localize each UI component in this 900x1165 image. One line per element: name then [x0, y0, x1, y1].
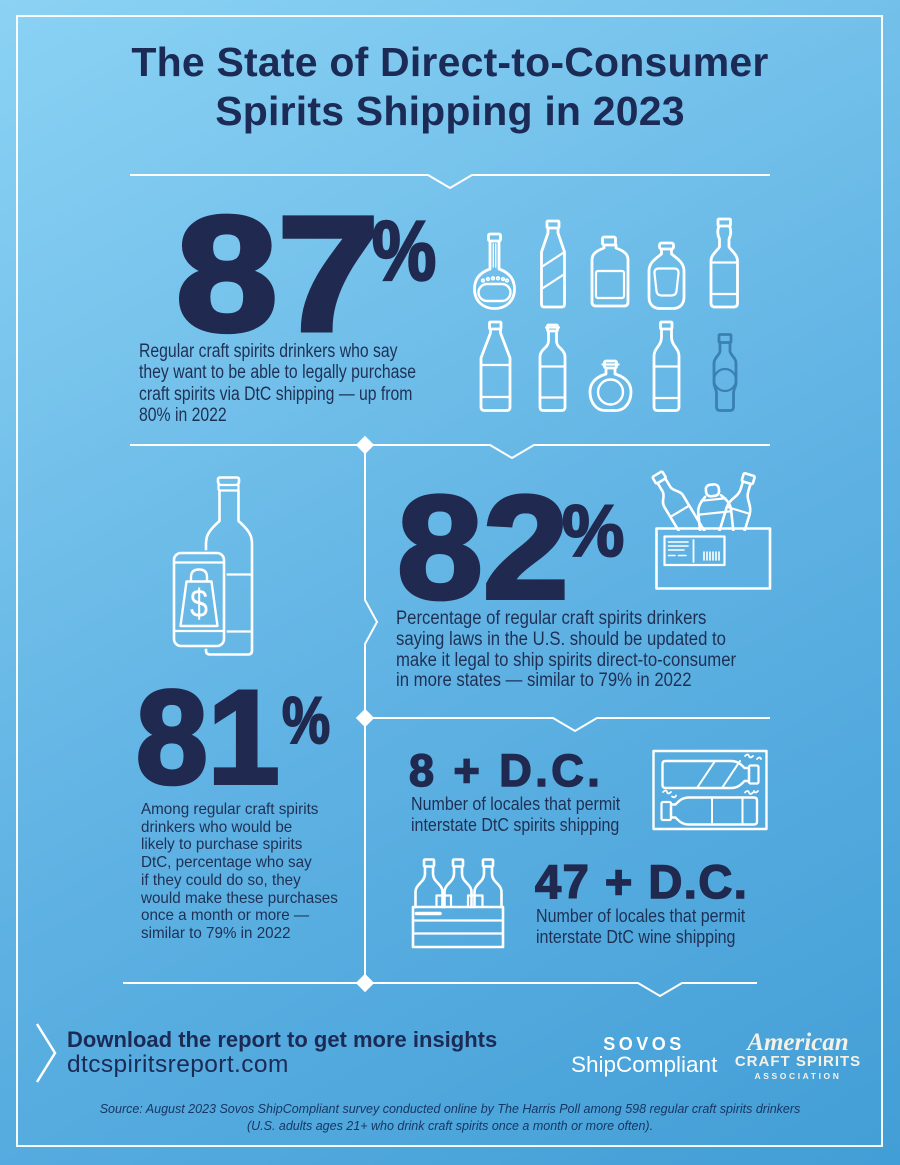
svg-text:$: $ — [190, 582, 208, 626]
